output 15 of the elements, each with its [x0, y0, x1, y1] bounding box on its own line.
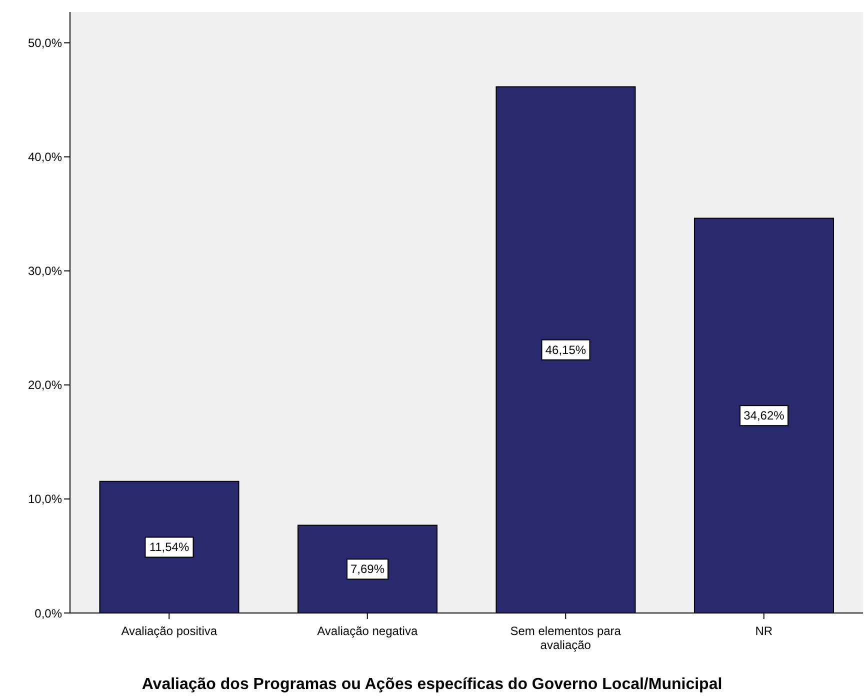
- y-tick-label: 0,0%: [34, 606, 62, 620]
- x-tick-label: Avaliação negativa: [317, 624, 418, 638]
- y-tick-label: 10,0%: [28, 492, 62, 506]
- y-tick-label: 50,0%: [28, 36, 62, 50]
- y-tick-label: 40,0%: [28, 150, 62, 164]
- y-tick-label: 20,0%: [28, 378, 62, 392]
- y-tick-label: 30,0%: [28, 264, 62, 278]
- x-tick-label: NR: [755, 624, 773, 638]
- data-label: 46,15%: [545, 342, 586, 357]
- x-tick-label: Avaliação positiva: [121, 624, 218, 638]
- data-label: 34,62%: [744, 408, 785, 423]
- data-label: 7,69%: [350, 562, 385, 576]
- data-label: 11,54%: [149, 540, 190, 554]
- x-axis-title: Avaliação dos Programas ou Ações específicas do Governo Local/Municipal: [140, 676, 724, 694]
- x-tick-label: Sem elementos para avaliação: [510, 624, 622, 652]
